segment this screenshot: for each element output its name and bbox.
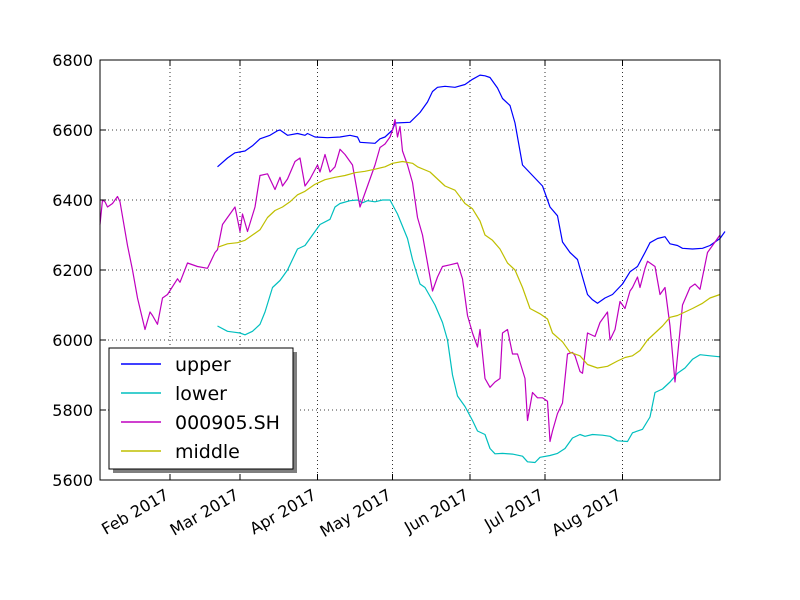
legend: upper lower 000905.SH middle [108, 347, 297, 473]
legend-box [108, 347, 294, 470]
series-line-000905-sh [99, 118, 721, 443]
legend-label: 000905.SH [175, 412, 280, 434]
y-tick-label: 6200 [52, 261, 93, 280]
legend-label: upper [175, 354, 231, 376]
legend-label: middle [175, 441, 240, 463]
grid-lines [100, 60, 720, 480]
y-tick-label: 6600 [52, 121, 93, 140]
series-line-upper [217, 74, 726, 304]
y-tick-label: 6000 [52, 331, 93, 350]
series-line-lower [217, 199, 721, 464]
y-tick-label: 5600 [52, 471, 93, 490]
y-tick-label: 5800 [52, 401, 93, 420]
series-layer [99, 74, 726, 464]
y-tick-label: 6400 [52, 191, 93, 210]
series-line-middle [217, 160, 721, 369]
y-tick-label: 6800 [52, 51, 93, 70]
legend-label: lower [175, 383, 227, 405]
